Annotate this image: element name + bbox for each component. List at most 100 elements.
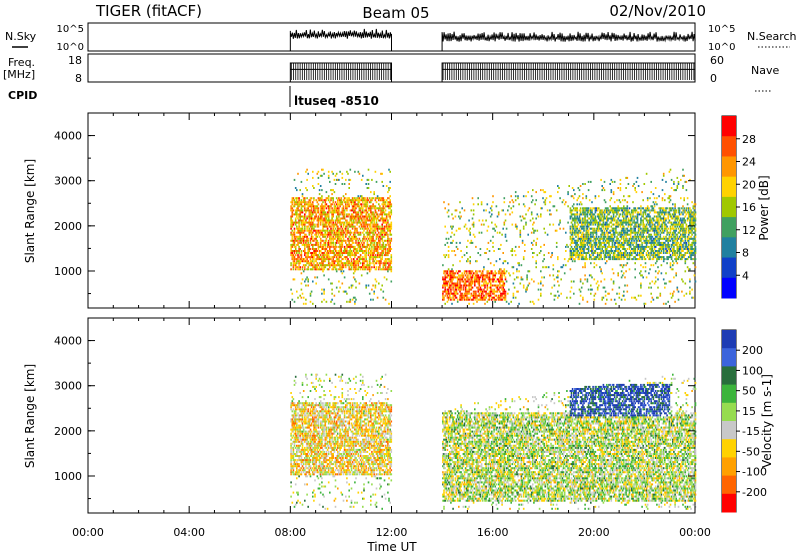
power-cell [374,262,377,265]
power-cell [472,221,475,224]
power-cell [484,280,486,283]
power-cell [648,245,650,248]
power-cell [593,241,596,244]
power-cell [579,278,582,281]
power-cell [459,276,461,279]
power-cell [352,217,355,220]
power-cell [517,290,519,293]
power-cell [633,252,635,254]
power-cell [577,229,580,232]
power-cell [486,248,489,250]
power-cell [454,290,457,293]
power-cell [584,258,586,261]
power-cell [307,237,309,240]
power-cell [623,239,625,242]
power-cell [462,284,465,287]
power-cell [494,284,496,287]
power-cell [561,201,564,204]
power-cell [290,248,292,250]
power-cell [487,258,490,261]
power-cell [304,243,306,246]
power-cell [347,237,349,240]
power-cell [636,211,639,214]
power-cell [355,241,357,244]
power-cell [342,231,345,234]
power-cell [372,235,374,238]
power-cell [315,241,317,244]
power-cell [367,227,370,230]
power-cell [527,284,529,287]
power-cell [593,213,596,216]
power-cell [337,201,339,204]
power-cell [477,276,479,279]
power-cell [330,264,332,267]
power-cell [479,276,482,279]
power-cell [621,231,624,234]
power-cell [345,193,347,196]
power-cell [360,213,363,216]
velocity-ylabel: Slant Range [km] [23,364,37,468]
power-cell [604,243,607,246]
power-cell [381,254,383,257]
power-cell [323,172,325,175]
power-cell [643,239,646,242]
power-cell [354,252,356,254]
power-cell [381,223,383,226]
power-cell [324,221,327,224]
power-cell [316,276,319,279]
power-cell [346,233,348,236]
power-cell [365,254,367,257]
power-cell [609,250,611,252]
power-cell [351,241,354,244]
power-cell [578,215,581,218]
power-cell [649,233,651,236]
power-cell [350,237,353,240]
power-cell [318,268,321,271]
power-cell [504,272,507,275]
freq-tick-top: 18 [68,54,82,67]
power-cell [577,223,580,226]
power-cell [321,203,323,206]
power-cell [468,284,470,287]
power-cell [600,256,602,259]
power-cell [292,221,295,224]
power-cell [618,292,621,295]
power-cell [607,213,609,216]
power-cell [528,270,531,273]
power-cell [633,245,635,248]
power-cell [600,270,602,273]
power-cell [371,221,373,224]
power-cell [321,168,323,171]
power-cell [379,219,381,222]
power-cell [642,221,644,224]
power-cell [503,284,506,287]
power-cell [615,258,617,261]
power-cell [558,270,560,273]
power-cell [537,215,540,218]
power-cell [626,229,629,232]
power-cell [363,211,365,214]
power-cell [306,260,308,263]
power-cell [496,288,499,291]
power-cell [300,227,303,230]
power-cell [636,217,639,220]
power-cell [299,227,301,230]
power-cell [291,225,294,228]
power-cell [611,258,614,261]
power-cell [384,258,387,261]
power-cell [307,284,309,287]
power-cell [310,235,313,238]
power-cell [333,302,336,305]
power-cell [382,296,385,299]
power-cell [611,245,614,248]
power-cell [600,243,602,246]
power-cell [376,227,379,230]
power-cell [477,286,479,289]
power-cell [563,203,566,206]
power-cell [458,278,460,281]
power-cell [481,280,484,283]
power-cell [451,272,453,275]
power-cell [378,260,380,263]
power-cell [291,197,294,200]
power-cell [335,211,338,214]
